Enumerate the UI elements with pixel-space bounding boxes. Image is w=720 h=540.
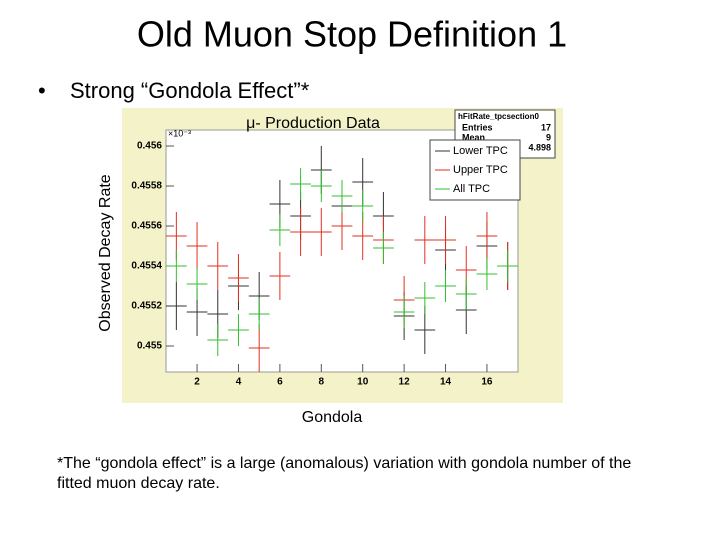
stats-value: 17 (541, 122, 551, 132)
y-tick-label: 0.4556 (131, 221, 162, 232)
legend-box (429, 139, 521, 201)
x-tick-label: 2 (194, 377, 200, 388)
bullet-text: Strong “Gondola Effect”* (70, 78, 310, 103)
y-tick-label: 0.455 (137, 341, 162, 352)
error-point (166, 282, 187, 330)
error-point (310, 170, 332, 202)
error-point (290, 168, 311, 200)
error-point (414, 282, 436, 314)
error-point (228, 254, 249, 302)
slide-title: Old Muon Stop Definition 1 (137, 14, 567, 55)
y-tick-label: 0.4554 (131, 261, 162, 272)
legend-label: Lower TPC (453, 145, 508, 157)
plot-title: μ- Production Data (246, 115, 380, 132)
x-tick-label: 14 (440, 377, 452, 388)
error-point (269, 214, 291, 246)
error-point (455, 278, 477, 310)
stats-value: 9 (546, 132, 551, 142)
y-axis-label: Observed Decay Rate (97, 174, 114, 332)
error-point (497, 250, 518, 282)
error-point (435, 270, 456, 302)
error-point (166, 250, 187, 282)
error-point (269, 252, 291, 300)
error-point (207, 242, 229, 290)
stats-value: 4.898 (528, 142, 551, 152)
stats-name: hFitRate_tpcsection0 (458, 112, 539, 121)
y-tick-label: 0.4552 (131, 301, 162, 312)
error-point (248, 324, 270, 372)
error-point (352, 190, 374, 222)
error-point (228, 314, 249, 346)
error-point (435, 216, 456, 264)
error-point (207, 324, 229, 356)
error-point (186, 222, 208, 270)
y-tick-label: 0.4558 (131, 181, 162, 192)
stats-label: Entries (462, 122, 493, 132)
legend-label: All TPC (453, 183, 490, 195)
footnote: *The “gondola effect” is a large (anomal… (57, 455, 632, 492)
stats-label: Mean (462, 132, 485, 142)
y-exponent: ×10⁻³ (168, 128, 191, 138)
legend-label: Upper TPC (453, 164, 508, 176)
error-point (373, 232, 394, 264)
error-point (476, 212, 498, 260)
chart: Old Muon Stop Definition 1 • Strong “Gon… (38, 14, 567, 427)
x-tick-label: 6 (277, 377, 283, 388)
bullet-dot: • (38, 78, 46, 103)
x-axis-label: Gondola (302, 409, 363, 426)
x-tick-label: 8 (319, 377, 325, 388)
error-point (248, 298, 270, 330)
error-point (393, 296, 415, 328)
error-point (414, 216, 436, 264)
error-point (310, 208, 332, 256)
x-tick-label: 10 (357, 377, 369, 388)
error-point (331, 180, 353, 212)
error-point (186, 268, 208, 300)
error-point (476, 258, 498, 290)
x-tick-label: 12 (399, 377, 411, 388)
x-tick-label: 16 (481, 377, 493, 388)
x-tick-label: 4 (236, 377, 242, 388)
y-tick-label: 0.456 (137, 141, 162, 152)
error-point (290, 208, 311, 256)
